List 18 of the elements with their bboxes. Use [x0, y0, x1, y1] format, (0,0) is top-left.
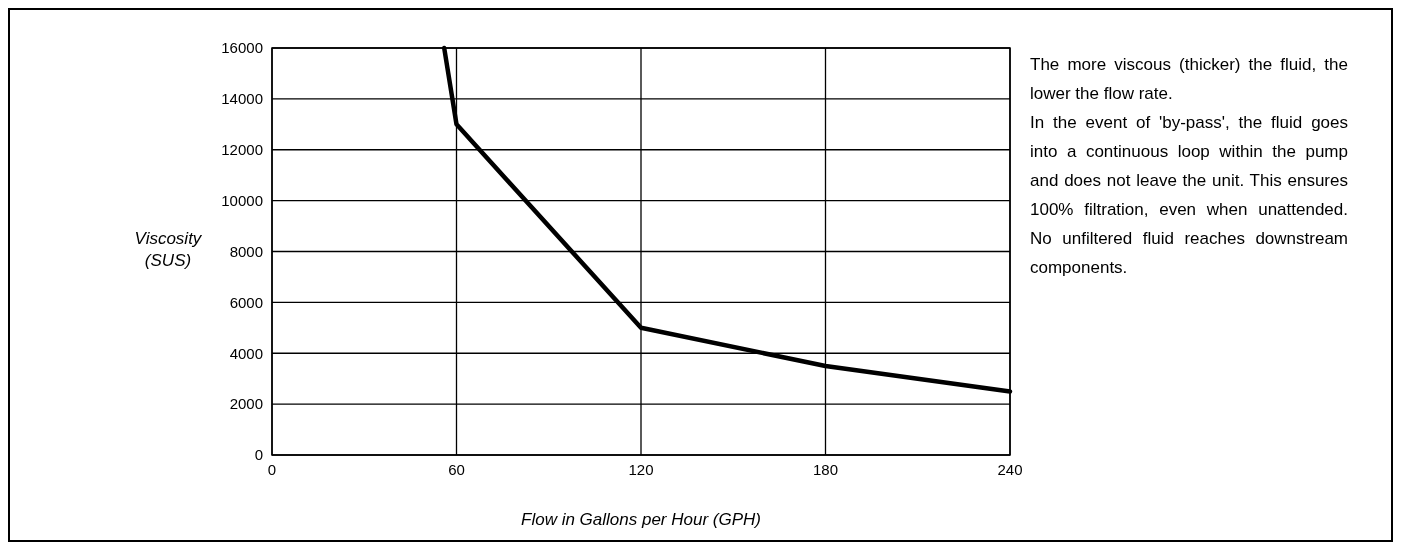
x-tick-label: 60: [448, 461, 465, 478]
x-tick-label: 180: [812, 461, 839, 478]
y-tick-label: 2000: [229, 395, 263, 413]
y-tick-label: 6000: [229, 293, 263, 311]
text: In the event of 'by-pass', the fluid goes into a continuous loop within the pump and does not leave the unit. This ensures 100% filtration, even when unattended. No unfiltered fluid reaches downstream components.: [1030, 112, 1348, 279]
y-tick-label: 10000: [221, 191, 263, 209]
y-tick-label: 14000: [221, 90, 263, 108]
y-tick-label: 8000: [229, 242, 263, 260]
y-axis-title: Viscosity (SUS): [134, 228, 203, 270]
y-tick-label: 16000: [221, 39, 263, 57]
x-tick-label: 120: [628, 461, 654, 478]
x-axis-title: Flow in Gallons per Hour (GPH): [521, 510, 761, 529]
x-tick-label: 0: [267, 461, 277, 478]
y-tick-label: 0: [254, 446, 263, 464]
y-tick-label: 12000: [221, 141, 263, 158]
y-tick-label: 4000: [229, 344, 263, 362]
x-tick-label: 240: [997, 461, 1023, 478]
text: The more viscous (thicker) the fluid, the lower the flow rate.: [1030, 54, 1348, 105]
